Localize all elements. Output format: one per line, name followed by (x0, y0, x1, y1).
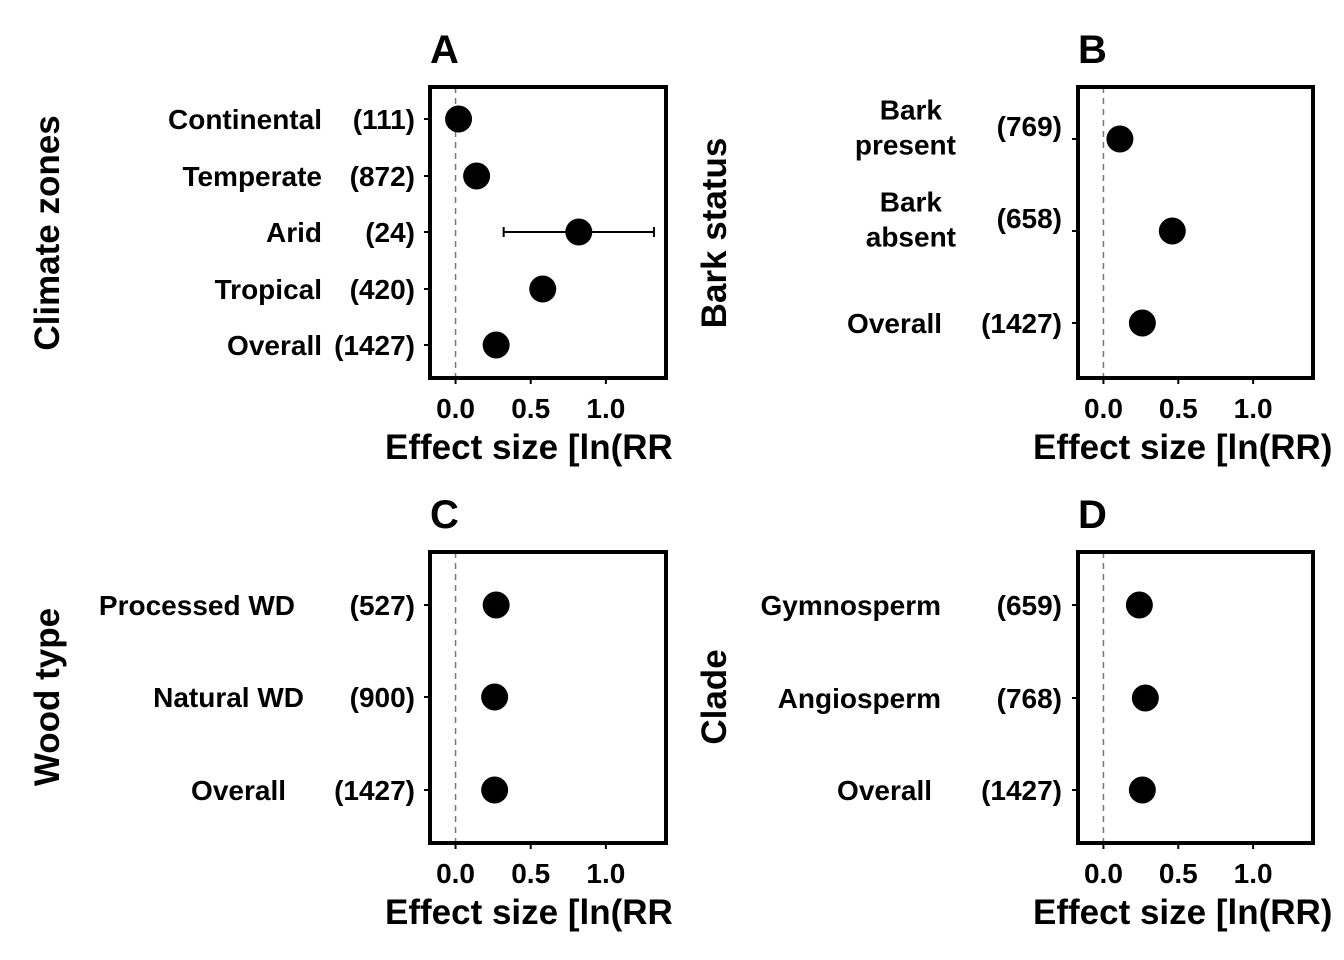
panel-label: C (430, 493, 459, 537)
sample-size-label: (24) (365, 217, 415, 248)
x-axis-title: Effect size [ln(RR (385, 893, 673, 932)
effect-point (529, 275, 557, 303)
sample-size-label: (872) (350, 161, 415, 192)
category-label: Overall (227, 330, 322, 361)
category-label: Tropical (215, 274, 322, 305)
x-tick-label: 0.5 (1159, 858, 1198, 889)
sample-size-label: (420) (350, 274, 415, 305)
category-label: Overall (847, 308, 942, 339)
x-tick-label: 0.5 (1159, 393, 1198, 424)
panel-frame (428, 550, 668, 845)
sample-size-label: (768) (997, 683, 1062, 714)
x-tick-label: 1.0 (586, 858, 625, 889)
panel-frame (428, 85, 668, 380)
sample-size-label: (900) (350, 682, 415, 713)
panel-label: D (1078, 493, 1107, 537)
panel-c: C Processed WD (527) Natural WD (900) Overall… (28, 493, 673, 932)
category-label: Overall (837, 775, 932, 806)
category-label-line: Bark (880, 187, 943, 218)
category-label-line: present (855, 130, 956, 161)
effect-point (463, 162, 491, 190)
effect-point (1128, 309, 1156, 337)
y-axis-title: Wood type (28, 608, 67, 786)
category-label-line: absent (866, 222, 956, 253)
x-tick-label: 0.0 (436, 858, 475, 889)
panel-frame (1076, 550, 1315, 845)
x-tick-label: 0.0 (1084, 858, 1123, 889)
category-label: Continental (168, 104, 322, 135)
category-label: Arid (266, 217, 322, 248)
effect-point (1158, 217, 1186, 245)
effect-point (1125, 591, 1153, 619)
x-axis-title: Effect size [ln(RR (385, 428, 673, 467)
panel-d: D Gymnosperm (659) Angiosperm (768) Overall (1… (695, 493, 1332, 932)
x-tick-label: 1.0 (1234, 858, 1273, 889)
panel-b: B Bark present (769) Bark absent (658) Overall (… (695, 28, 1332, 467)
panel-label: A (430, 28, 459, 72)
panel-a: A Continental (111) Temperate (872) Arid (24) T… (28, 28, 673, 467)
sample-size-label: (769) (997, 111, 1062, 142)
y-axis-title: Bark status (695, 138, 734, 329)
effect-point (482, 331, 510, 359)
y-axis-title: Clade (695, 649, 734, 744)
effect-point (482, 591, 510, 619)
category-label: Natural WD (153, 682, 304, 713)
category-label: Overall (191, 775, 286, 806)
category-label: Processed WD (99, 590, 295, 621)
x-tick-label: 1.0 (1234, 393, 1273, 424)
y-axis-title: Climate zones (28, 115, 67, 350)
x-tick-label: 0.0 (436, 393, 475, 424)
effect-point (1128, 776, 1156, 804)
sample-size-label: (1427) (981, 775, 1062, 806)
sample-size-label: (527) (350, 590, 415, 621)
sample-size-label: (1427) (334, 775, 415, 806)
effect-point (565, 218, 593, 246)
x-tick-label: 1.0 (586, 393, 625, 424)
sample-size-label: (1427) (334, 330, 415, 361)
effect-point (481, 776, 509, 804)
category-label: Angiosperm (778, 683, 941, 714)
effect-point (481, 683, 509, 711)
x-tick-label: 0.0 (1084, 393, 1123, 424)
sample-size-label: (1427) (981, 308, 1062, 339)
sample-size-label: (658) (997, 203, 1062, 234)
x-tick-label: 0.5 (511, 858, 550, 889)
panel-label: B (1078, 28, 1107, 72)
panel-frame (1076, 85, 1315, 380)
category-label: Gymnosperm (761, 590, 942, 621)
category-label: Temperate (182, 161, 322, 192)
x-axis-title: Effect size [ln(RR) (1033, 428, 1332, 467)
sample-size-label: (659) (997, 590, 1062, 621)
sample-size-label: (111) (353, 104, 415, 135)
effect-point (1106, 125, 1134, 153)
x-axis-title: Effect size [ln(RR) (1033, 893, 1332, 932)
x-tick-label: 0.5 (511, 393, 550, 424)
category-label-line: Bark (880, 95, 943, 126)
effect-point (445, 105, 473, 133)
effect-point (1131, 684, 1159, 712)
